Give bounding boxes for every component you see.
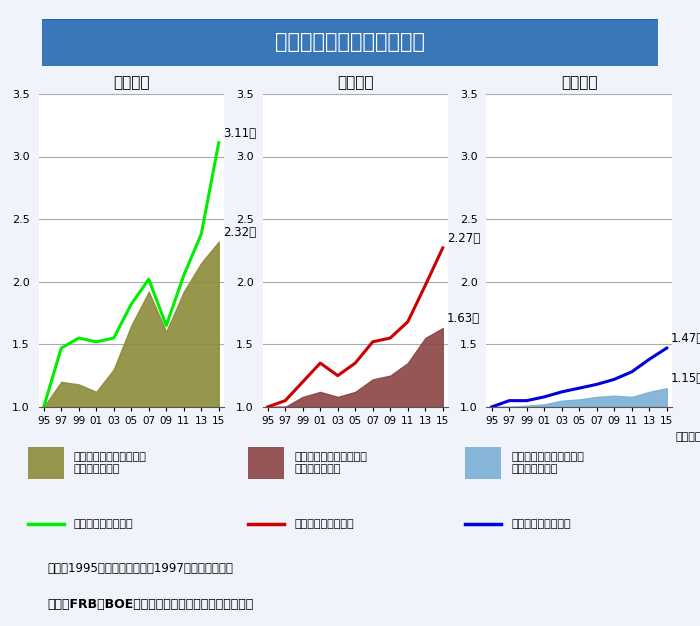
Text: 3.11倍: 3.11倍 [223,127,256,140]
Text: 1.63倍: 1.63倍 [447,312,480,326]
Text: 2.27倍: 2.27倍 [447,232,480,245]
Text: 1.15倍: 1.15倍 [671,372,700,386]
Text: （注）1995年＝１（英国のみ1997年＝１）とする: （注）1995年＝１（英国のみ1997年＝１）とする [48,562,233,575]
Text: 1.47倍: 1.47倍 [671,332,700,346]
Text: （年末）: （年末） [676,432,700,442]
Text: 2.32倍: 2.32倍 [223,226,256,239]
Bar [27,447,64,480]
Text: 家計金融資産の推移: 家計金融資産の推移 [74,520,133,530]
Text: 家計金融資産の推移: 家計金融資産の推移 [511,520,570,530]
Text: 運用リターンによる家計
金融資産の推移: 運用リターンによる家計 金融資産の推移 [511,452,584,474]
Title: ＜英国＞: ＜英国＞ [337,75,374,90]
Text: 運用リターンによる家計
金融資産の推移: 運用リターンによる家計 金融資産の推移 [294,452,367,474]
Text: 各国の家計金融資産の推移: 各国の家計金融資産の推移 [275,33,425,52]
Text: 家計金融資産の推移: 家計金融資産の推移 [294,520,354,530]
Text: 運用リターンによる家計
金融資産の推移: 運用リターンによる家計 金融資産の推移 [74,452,146,474]
Bar [248,447,284,480]
Title: ＜日本＞: ＜日本＞ [561,75,598,90]
Text: 出典：FRB、BOE、日本銀行資料より、金融庁作成。: 出典：FRB、BOE、日本銀行資料より、金融庁作成。 [48,598,253,611]
Title: ＜米国＞: ＜米国＞ [113,75,150,90]
FancyBboxPatch shape [20,18,680,68]
Bar [466,447,501,480]
